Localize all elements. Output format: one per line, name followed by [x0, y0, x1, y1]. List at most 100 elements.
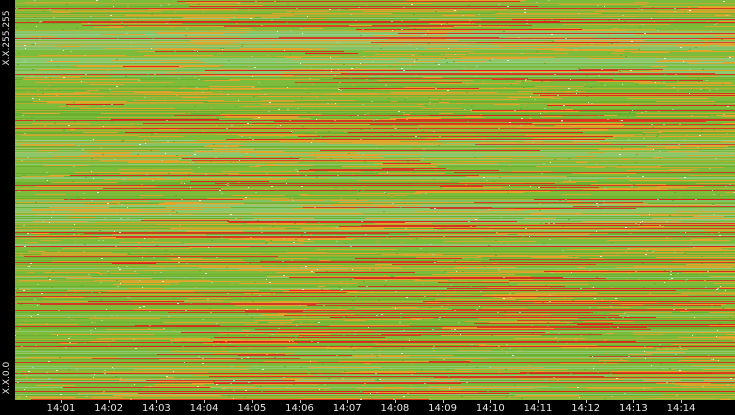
heatmap-row-band — [15, 16, 735, 17]
heatmap-speckle — [198, 118, 200, 119]
heatmap-speckle — [17, 64, 19, 65]
heatmap-speckle — [20, 254, 22, 255]
heatmap-speckle — [601, 69, 603, 70]
heatmap-speckle — [413, 172, 415, 173]
heatmap-speckle — [547, 326, 549, 327]
heatmap-speckle — [633, 184, 635, 185]
heatmap-orange-streak — [718, 338, 735, 339]
x-tick-label: 14:11 — [523, 403, 553, 414]
heatmap-speckle — [657, 205, 659, 206]
heatmap-speckle — [618, 19, 620, 20]
heatmap-orange-streak — [496, 233, 608, 234]
heatmap-speckle — [271, 293, 273, 294]
heatmap-speckle — [194, 77, 196, 78]
x-tick-label: 14:12 — [571, 403, 601, 414]
heatmap-speckle — [391, 195, 393, 196]
heatmap-speckle — [712, 205, 714, 206]
heatmap-speckle — [125, 76, 127, 77]
heatmap-speckle — [138, 243, 140, 244]
heatmap-speckle — [337, 286, 339, 287]
heatmap-red-segment — [177, 1, 520, 2]
heatmap-orange-streak — [536, 49, 641, 50]
heatmap-orange-streak — [704, 380, 734, 381]
heatmap-speckle — [139, 389, 141, 390]
heatmap-speckle — [624, 393, 626, 394]
heatmap-white-point — [401, 353, 403, 354]
heatmap-speckle — [311, 122, 313, 123]
heatmap-orange-streak — [125, 15, 197, 16]
heatmap-red-segment — [475, 144, 735, 145]
heatmap-speckle — [385, 193, 387, 194]
heatmap-white-point — [600, 256, 602, 257]
heatmap-white-point — [208, 247, 209, 248]
heatmap-speckle — [244, 397, 246, 398]
heatmap-row-band — [15, 96, 735, 97]
heatmap-orange-streak — [721, 141, 735, 142]
heatmap-orange-streak — [111, 19, 230, 20]
heatmap-white-point — [307, 16, 308, 17]
heatmap-speckle — [371, 269, 373, 270]
heatmap-white-point — [727, 106, 729, 107]
heatmap-orange-streak — [506, 209, 560, 210]
heatmap-speckle — [16, 8, 18, 9]
heatmap-orange-streak — [108, 291, 194, 292]
heatmap-orange-streak — [438, 358, 489, 359]
heatmap-white-point — [197, 51, 198, 52]
heatmap-speckle — [546, 41, 548, 42]
heatmap-speckle — [495, 255, 497, 256]
heatmap-canvas[interactable] — [15, 0, 735, 400]
heatmap-speckle — [565, 200, 567, 201]
heatmap-white-point — [173, 371, 174, 372]
heatmap-plot-area[interactable] — [15, 0, 735, 400]
heatmap-row-band — [15, 230, 735, 231]
heatmap-speckle — [297, 394, 299, 395]
heatmap-red-segment — [103, 188, 221, 189]
heatmap-orange-streak — [178, 265, 278, 266]
heatmap-speckle — [541, 173, 543, 174]
heatmap-speckle — [586, 348, 588, 349]
heatmap-speckle — [584, 84, 586, 85]
heatmap-speckle — [392, 203, 394, 204]
heatmap-speckle — [718, 59, 720, 60]
heatmap-orange-streak — [275, 258, 308, 259]
heatmap-speckle — [246, 314, 248, 315]
heatmap-orange-streak — [60, 379, 125, 380]
heatmap-speckle — [471, 106, 473, 107]
heatmap-red-segment — [307, 305, 721, 306]
heatmap-row-band — [15, 204, 735, 205]
heatmap-orange-streak — [439, 113, 453, 114]
heatmap-speckle — [149, 231, 151, 232]
heatmap-orange-streak — [244, 238, 357, 239]
heatmap-speckle — [537, 389, 539, 390]
heatmap-red-segment — [517, 320, 735, 321]
heatmap-speckle — [195, 151, 197, 152]
heatmap-orange-streak — [159, 203, 244, 204]
heatmap-speckle — [489, 60, 491, 61]
heatmap-speckle — [315, 132, 317, 133]
heatmap-speckle — [615, 81, 617, 82]
heatmap-speckle — [58, 251, 60, 252]
heatmap-speckle — [549, 239, 551, 240]
heatmap-orange-streak — [380, 380, 460, 381]
heatmap-speckle — [645, 245, 647, 246]
x-tick-mark — [156, 400, 158, 403]
heatmap-orange-streak — [478, 318, 578, 319]
heatmap-orange-streak — [208, 145, 245, 146]
heatmap-row-band — [15, 173, 735, 174]
heatmap-white-point — [540, 113, 541, 114]
heatmap-speckle — [295, 169, 297, 170]
heatmap-speckle — [633, 41, 635, 42]
heatmap-speckle — [130, 31, 132, 32]
heatmap-orange-streak — [656, 383, 711, 384]
heatmap-red-segment — [370, 124, 735, 125]
heatmap-white-point — [425, 34, 426, 35]
heatmap-speckle — [350, 116, 352, 117]
heatmap-speckle — [433, 299, 435, 300]
heatmap-speckle — [578, 68, 580, 69]
heatmap-orange-streak — [656, 257, 735, 258]
heatmap-speckle — [360, 129, 362, 130]
heatmap-row-band — [15, 257, 735, 258]
heatmap-speckle — [331, 99, 333, 100]
heatmap-speckle — [669, 279, 671, 280]
heatmap-speckle — [355, 296, 357, 297]
